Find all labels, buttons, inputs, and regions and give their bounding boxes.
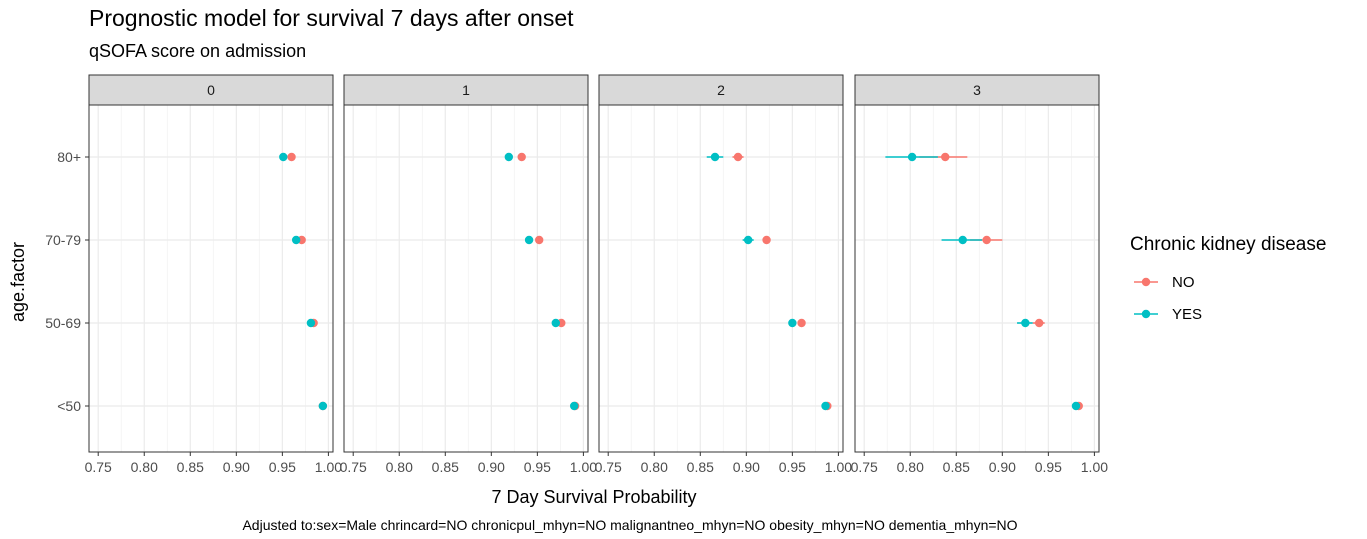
x-tick-label: 0.85 bbox=[177, 459, 204, 475]
x-tick-label: 1.00 bbox=[570, 459, 597, 475]
data-point-no bbox=[797, 318, 806, 328]
data-point-no bbox=[287, 152, 296, 162]
data-point-yes bbox=[569, 401, 579, 411]
legend-key-point bbox=[1141, 277, 1151, 287]
data-point-no bbox=[762, 235, 771, 245]
panel-background bbox=[855, 105, 1099, 452]
x-tick-label: 0.80 bbox=[386, 459, 413, 475]
caption: Adjusted to:sex=Male chrincard=NO chroni… bbox=[242, 517, 1017, 533]
x-tick-label: 1.00 bbox=[1081, 459, 1108, 475]
data-point-yes bbox=[1071, 401, 1081, 411]
panel-border bbox=[88, 104, 334, 453]
data-point-no bbox=[733, 152, 743, 162]
y-tick-label: 70-79 bbox=[45, 232, 81, 248]
facet-panels: 0 0.75 0.80 0.85 0.90 0.95 1.00 <50 50-69 70-79 80… bbox=[45, 74, 1108, 475]
facet-strip-label: 3 bbox=[973, 82, 981, 98]
facet-strip-label: 2 bbox=[717, 82, 725, 98]
facet-panel-3: 3 0.75 0.80 0.85 0.90 0.95 1.00 bbox=[851, 74, 1108, 475]
panel-background bbox=[344, 105, 588, 452]
data-point-yes bbox=[958, 235, 967, 245]
x-tick-label: 1.00 bbox=[315, 459, 342, 475]
panel-border bbox=[854, 104, 1100, 453]
data-point-no bbox=[1034, 318, 1044, 328]
y-axis-title: age.factor bbox=[8, 242, 28, 322]
facet-strip bbox=[88, 74, 334, 106]
facet-panel-2: 2 0.75 0.80 0.85 0.90 0.95 1.00 bbox=[595, 74, 852, 475]
legend-entry-no: NO bbox=[1134, 274, 1195, 291]
x-tick-label: 0.80 bbox=[641, 459, 668, 475]
x-tick-label: 0.95 bbox=[1035, 459, 1062, 475]
data-point-yes bbox=[821, 401, 830, 411]
legend-label: YES bbox=[1172, 306, 1202, 323]
x-tick-label: 0.90 bbox=[733, 459, 760, 475]
panel-border bbox=[598, 104, 844, 453]
facet-strip-label: 0 bbox=[207, 82, 215, 98]
chart-subtitle: qSOFA score on admission bbox=[89, 41, 306, 61]
x-tick-label: 0.75 bbox=[851, 459, 878, 475]
panel-background bbox=[89, 105, 333, 452]
panel-border bbox=[343, 104, 589, 453]
data-point-yes bbox=[551, 318, 560, 328]
chart-title: Prognostic model for survival 7 days aft… bbox=[89, 5, 574, 31]
data-point-no bbox=[535, 235, 544, 245]
data-point-yes bbox=[306, 318, 316, 328]
data-point-yes bbox=[788, 318, 797, 328]
facet-strip-label: 1 bbox=[462, 82, 470, 98]
x-tick-label: 0.75 bbox=[85, 459, 112, 475]
data-point-no bbox=[517, 152, 526, 162]
data-point-yes bbox=[743, 235, 753, 245]
data-point-yes bbox=[907, 152, 917, 162]
legend: Chronic kidney disease NO YES bbox=[1130, 234, 1326, 323]
x-tick-label: 0.95 bbox=[269, 459, 296, 475]
data-point-yes bbox=[710, 152, 720, 162]
x-tick-label: 0.75 bbox=[340, 459, 367, 475]
y-tick-label: <50 bbox=[57, 398, 81, 414]
legend-entry-yes: YES bbox=[1134, 306, 1202, 323]
data-point-yes bbox=[291, 235, 301, 245]
legend-title: Chronic kidney disease bbox=[1130, 234, 1326, 255]
x-tick-label: 0.85 bbox=[432, 459, 459, 475]
x-tick-label: 0.80 bbox=[897, 459, 924, 475]
data-point-yes bbox=[318, 401, 328, 411]
facet-strip bbox=[343, 74, 589, 106]
data-point-yes bbox=[279, 152, 288, 162]
x-tick-label: 0.90 bbox=[478, 459, 505, 475]
x-tick-label: 0.95 bbox=[779, 459, 806, 475]
x-tick-label: 0.75 bbox=[595, 459, 622, 475]
facet-panel-0: 0 0.75 0.80 0.85 0.90 0.95 1.00 <50 50-69 70-79 80… bbox=[45, 74, 342, 475]
y-tick-label: 50-69 bbox=[45, 315, 81, 331]
data-point-yes bbox=[1021, 318, 1030, 328]
x-tick-label: 0.85 bbox=[943, 459, 970, 475]
x-axis-title: 7 Day Survival Probability bbox=[491, 487, 696, 507]
data-point-yes bbox=[524, 235, 534, 245]
facet-strip bbox=[854, 74, 1100, 106]
x-tick-label: 0.80 bbox=[131, 459, 158, 475]
legend-label: NO bbox=[1172, 274, 1195, 291]
x-tick-label: 0.90 bbox=[989, 459, 1016, 475]
data-point-no bbox=[941, 152, 950, 162]
x-tick-label: 1.00 bbox=[825, 459, 852, 475]
data-point-yes bbox=[504, 152, 514, 162]
x-tick-label: 0.90 bbox=[223, 459, 250, 475]
panel-background bbox=[599, 105, 843, 452]
data-point-no bbox=[982, 235, 991, 245]
x-tick-label: 0.85 bbox=[687, 459, 714, 475]
y-tick-label: 80+ bbox=[57, 149, 81, 165]
x-tick-label: 0.95 bbox=[524, 459, 551, 475]
facet-panel-1: 1 0.75 0.80 0.85 0.90 0.95 1.00 bbox=[340, 74, 597, 475]
legend-key-point bbox=[1141, 309, 1151, 319]
